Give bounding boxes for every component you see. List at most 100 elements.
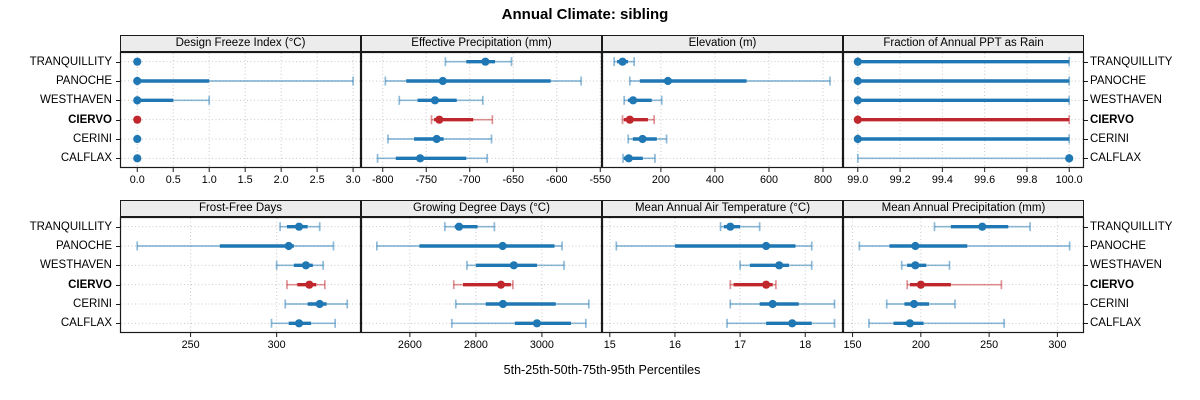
row-label-left: WESTHAVEN: [40, 94, 112, 107]
x-tick-label: 3000: [530, 339, 554, 351]
row-tick-mark: [116, 265, 120, 266]
percentile-row: [133, 134, 142, 144]
panel-plot: 2600 2800 3000: [360, 216, 603, 351]
percentile-row: [623, 95, 663, 105]
row-tick-mark: [1084, 304, 1088, 305]
median-dot: [294, 222, 304, 231]
x-tick-label: 2.0: [274, 174, 289, 186]
row-label-left: WESTHAVEN: [40, 259, 112, 272]
percentile-row: [284, 299, 349, 309]
row-label-right: TRANQUILLITY: [1090, 55, 1173, 68]
x-tick-label: 17: [734, 339, 746, 351]
percentile-row: [452, 280, 514, 290]
panel-border: [842, 51, 1085, 169]
median-dot: [978, 222, 987, 231]
row-tick-mark: [116, 120, 120, 121]
panel-border: [601, 51, 844, 169]
median-dot: [284, 241, 293, 251]
gridlines: [362, 53, 601, 167]
panel-border: [360, 51, 603, 169]
x-tick-label: 99.6: [974, 174, 995, 186]
median-dot: [294, 319, 304, 328]
row-tick-mark: [116, 227, 120, 228]
row-tick-mark: [116, 81, 120, 82]
percentile-row: [628, 76, 831, 86]
median-dot: [911, 261, 920, 270]
median-dot: [853, 96, 862, 105]
row-label-left: CALFLAX: [60, 152, 112, 165]
median-dot: [726, 222, 735, 231]
percentile-row: [739, 260, 813, 270]
panel-plot: -800 -750 -700 -650 -600 -550: [360, 51, 611, 186]
row-label-left: CERINI: [73, 298, 112, 310]
median-dot: [509, 261, 518, 270]
median-dot: [481, 57, 490, 66]
percentile-row: [270, 318, 337, 328]
median-dot: [305, 280, 314, 289]
row-tick-mark: [116, 285, 120, 286]
row-tick-mark: [116, 100, 120, 101]
x-tick-label: 150: [844, 339, 862, 351]
median-dot: [133, 96, 142, 105]
x-axis: 0.0 0.5 1.0 1.5 2.0 2.5 3.0: [130, 168, 361, 186]
x-tick-label: 200: [912, 339, 930, 351]
row-label-right: WESTHAVEN: [1090, 94, 1162, 107]
percentile-row: [900, 260, 951, 270]
percentile-row: [275, 260, 324, 270]
percentile-row: [853, 134, 1071, 144]
median-dot: [1065, 154, 1074, 163]
percentile-row: [615, 241, 813, 251]
median-dot: [911, 241, 920, 251]
panel-border: [601, 216, 844, 334]
row-tick-mark: [1084, 265, 1088, 266]
panel-strip-title: Mean Annual Air Temperature (°C): [602, 200, 843, 217]
row-tick-mark: [116, 62, 120, 63]
gridlines: [362, 218, 601, 332]
percentile-row: [444, 57, 513, 67]
row-label-right: CIERVO: [1090, 113, 1134, 126]
x-tick-label: 800: [814, 174, 832, 186]
axis-caption: 5th-25th-50th-75th-95th Percentiles: [503, 363, 701, 377]
percentile-row: [430, 115, 494, 125]
gridlines: [603, 218, 842, 332]
median-dot: [416, 154, 425, 163]
percentile-row: [858, 241, 1071, 251]
row-label-right: PANOCHE: [1090, 240, 1147, 252]
percentile-row: [933, 222, 1031, 232]
row-label-left: CIERVO: [68, 113, 112, 126]
percentile-row: [856, 153, 1074, 163]
x-tick-label: 300: [268, 339, 286, 351]
panel-plot: 150 200 250 300: [842, 216, 1085, 351]
median-dot: [638, 134, 647, 144]
percentile-row: [726, 318, 836, 328]
percentile-row: [719, 222, 761, 232]
median-dot: [853, 115, 862, 124]
percentile-row: [133, 115, 142, 124]
median-dot: [133, 154, 142, 163]
x-tick-label: 2.5: [310, 174, 325, 186]
row-tick-mark: [116, 304, 120, 305]
median-dot: [775, 261, 784, 270]
x-tick-label: 16: [669, 339, 681, 351]
median-dot: [435, 115, 444, 124]
median-dot: [133, 134, 142, 144]
row-tick-mark: [116, 139, 120, 140]
x-tick-label: 99.4: [932, 174, 953, 186]
row-label-right: TRANQUILLITY: [1090, 220, 1173, 233]
median-dot: [532, 319, 542, 328]
percentile-row: [398, 95, 484, 105]
median-dot: [498, 299, 508, 309]
row-tick-mark: [1084, 120, 1088, 121]
median-dot: [762, 241, 771, 251]
x-tick-label: 250: [182, 339, 200, 351]
x-tick-label: -600: [546, 174, 568, 186]
percentile-row: [906, 280, 1003, 290]
percentile-row: [375, 241, 563, 251]
x-tick-label: 1.5: [238, 174, 253, 186]
row-label-right: CALFLAX: [1090, 317, 1142, 330]
x-tick-label: 200: [652, 174, 670, 186]
percentile-row: [133, 95, 211, 105]
row-label-right: CIERVO: [1090, 278, 1134, 291]
x-tick-label: -800: [372, 174, 394, 186]
median-dot: [624, 154, 633, 163]
